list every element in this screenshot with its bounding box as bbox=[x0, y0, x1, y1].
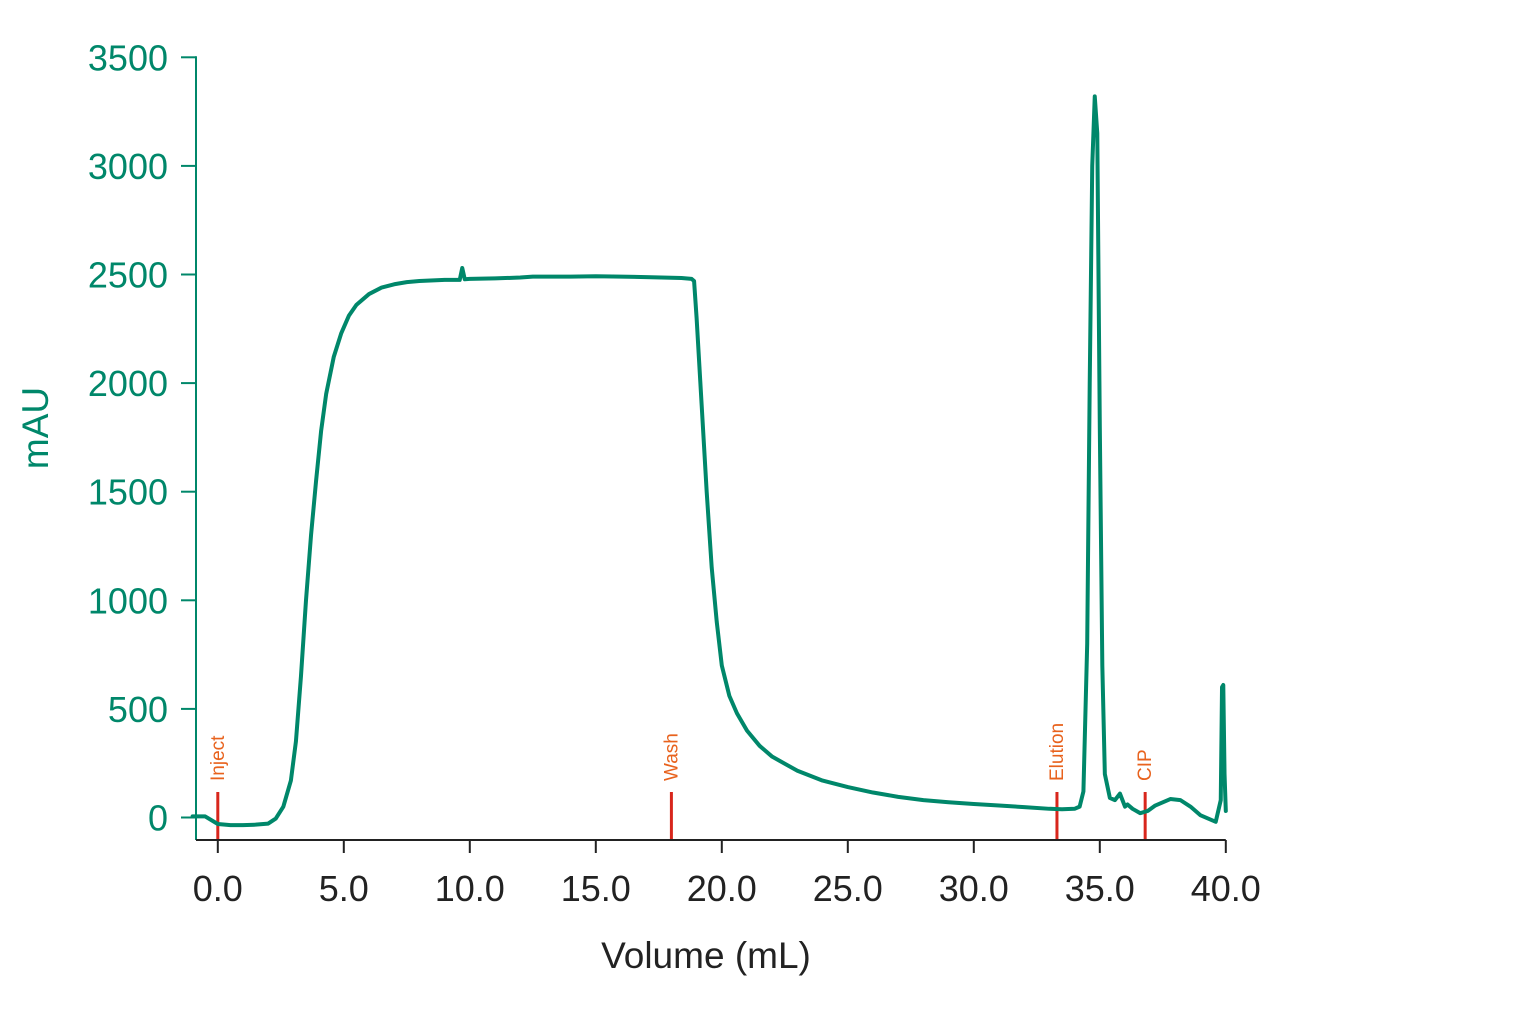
y-tick-label: 3500 bbox=[88, 37, 168, 78]
event-marker-label: Wash bbox=[661, 733, 682, 781]
x-tick-label: 5.0 bbox=[319, 868, 369, 909]
event-marker-label: CIP bbox=[1135, 749, 1156, 781]
x-tick-label: 30.0 bbox=[939, 868, 1009, 909]
x-tick-label: 15.0 bbox=[561, 868, 631, 909]
event-marker-label: Inject bbox=[208, 735, 229, 781]
trace-layer bbox=[190, 94, 1228, 828]
y-tick-label: 500 bbox=[108, 689, 168, 730]
x-tick-label: 35.0 bbox=[1065, 868, 1135, 909]
absorbance-trace bbox=[190, 94, 1228, 828]
y-tick-label: 1500 bbox=[88, 472, 168, 513]
event-marker-label: Elution bbox=[1047, 723, 1068, 781]
axes-layer: 0 500 1000 1500 2000 2500 3000 3500 0.0 5.0 10.0 15… bbox=[88, 37, 1261, 909]
y-tick-label: 2500 bbox=[88, 255, 168, 296]
x-tick-label: 0.0 bbox=[193, 868, 243, 909]
y-tick-label: 2000 bbox=[88, 363, 168, 404]
y-tick-label: 0 bbox=[148, 798, 168, 839]
y-axis-title: mAU bbox=[15, 387, 56, 469]
x-tick-label: 40.0 bbox=[1191, 868, 1261, 909]
x-tick-label: 25.0 bbox=[813, 868, 883, 909]
y-tick-label: 3000 bbox=[88, 146, 168, 187]
y-tick-label: 1000 bbox=[88, 580, 168, 621]
x-tick-label: 20.0 bbox=[687, 868, 757, 909]
x-tick-label: 10.0 bbox=[435, 868, 505, 909]
x-axis-title: Volume (mL) bbox=[601, 935, 811, 976]
marker-layer: Inject Wash Elution CIP bbox=[208, 723, 1156, 840]
